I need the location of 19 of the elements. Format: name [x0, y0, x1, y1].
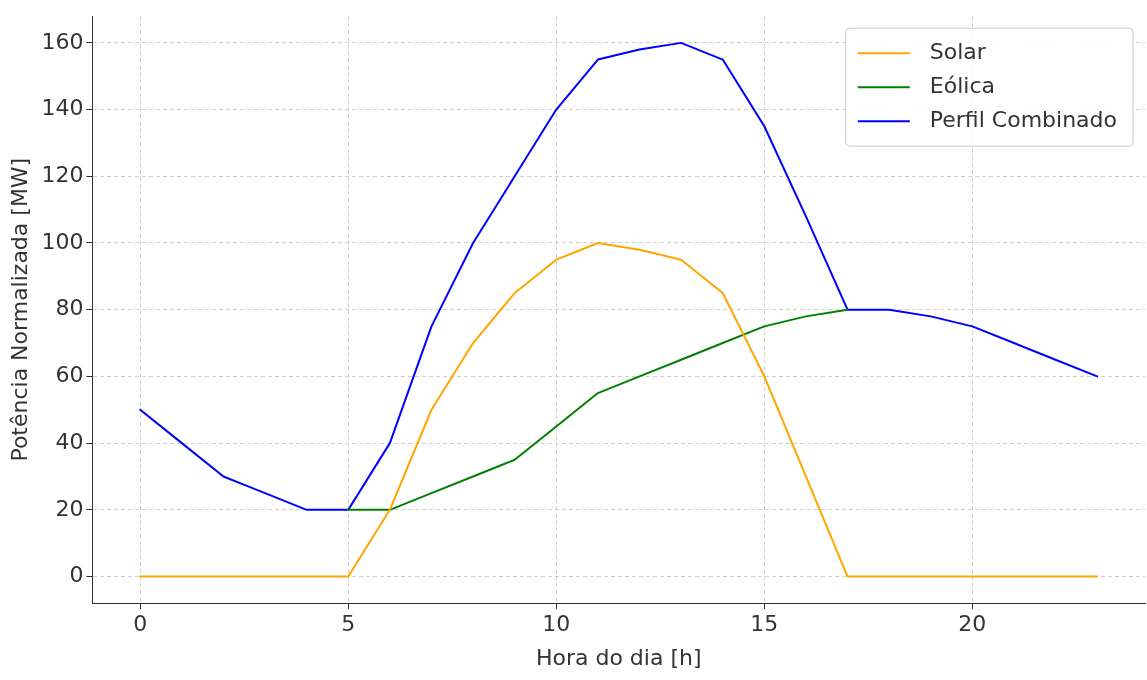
- x-axis-title: Hora do dia [h]: [535, 644, 702, 670]
- x-tick-label: 15: [750, 611, 779, 637]
- y-tick-label: 140: [41, 95, 84, 121]
- y-tick-label: 60: [55, 362, 84, 388]
- y-tick-label: 160: [41, 28, 84, 54]
- y-tick-label: 120: [41, 162, 84, 188]
- y-tick-label: 20: [55, 495, 84, 521]
- y-tick-label: 0: [69, 562, 84, 588]
- legend-label: Eólica: [929, 72, 995, 98]
- x-tick-label: 10: [542, 611, 571, 637]
- legend-label: Solar: [929, 38, 987, 64]
- x-tick-label: 0: [133, 611, 148, 637]
- y-tick-label: 40: [55, 428, 84, 454]
- legend-label: Perfil Combinado: [929, 106, 1118, 132]
- y-axis-title: Potência Normalizada [MW]: [6, 157, 32, 462]
- x-tick-label: 20: [958, 611, 987, 637]
- y-tick-label: 100: [41, 228, 84, 254]
- x-tick-label: 5: [341, 611, 356, 637]
- y-tick-label: 80: [55, 295, 84, 321]
